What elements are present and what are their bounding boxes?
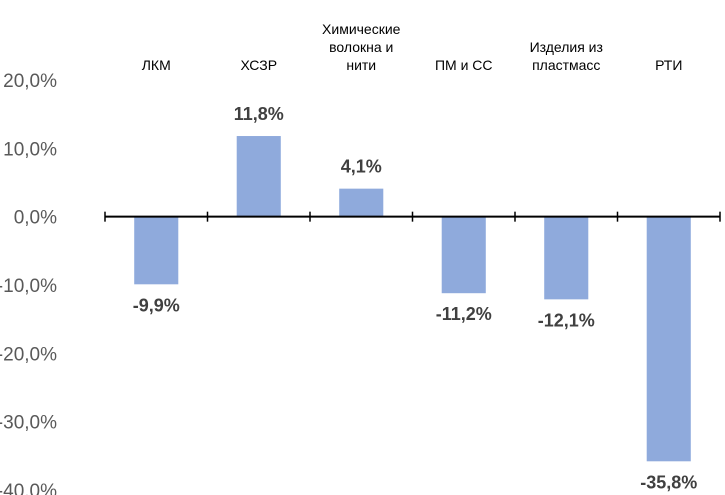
data-label: 11,8% (234, 104, 284, 124)
category-label: нити (346, 57, 376, 73)
data-labels: -9,9% 11,8% 4,1% -11,2% -12,1% -35,8% (133, 104, 698, 492)
category-labels: ЛКМ ХСЗР Химические волокна и нити ПМ и СС Изд… (142, 21, 683, 73)
y-axis-ticks: 20,0% 10,0% 0,0% -10,0% -20,0% -30,0% -40,0% (0, 71, 57, 495)
category-label: Химические (322, 21, 401, 37)
bars (134, 136, 691, 462)
data-label: -9,9% (133, 295, 180, 315)
y-tick-label: -20,0% (0, 344, 57, 365)
category-label: ХСЗР (240, 57, 277, 73)
data-label: -35,8% (640, 472, 697, 492)
x-axis (104, 211, 721, 222)
bar (236, 136, 281, 217)
category-label: Изделия из (530, 39, 603, 55)
bar (339, 188, 384, 217)
y-tick-label: -40,0% (0, 481, 57, 495)
bar (134, 216, 179, 285)
category-label: РТИ (655, 57, 682, 73)
data-label: 4,1% (341, 157, 382, 177)
bar (544, 216, 589, 300)
y-tick-label: 20,0% (3, 71, 57, 92)
category-label: ПМ и СС (435, 57, 493, 73)
y-tick-label: -10,0% (0, 276, 57, 297)
y-tick-label: 0,0% (14, 208, 57, 229)
y-tick-label: 10,0% (3, 139, 57, 160)
category-label: пластмасс (532, 57, 600, 73)
category-label: волокна и (329, 39, 393, 55)
data-label: -12,1% (538, 310, 595, 330)
data-label: -11,2% (436, 304, 492, 324)
y-tick-label: -30,0% (0, 413, 57, 434)
bar (441, 216, 486, 294)
category-label: ЛКМ (142, 57, 171, 73)
bar (646, 216, 691, 462)
